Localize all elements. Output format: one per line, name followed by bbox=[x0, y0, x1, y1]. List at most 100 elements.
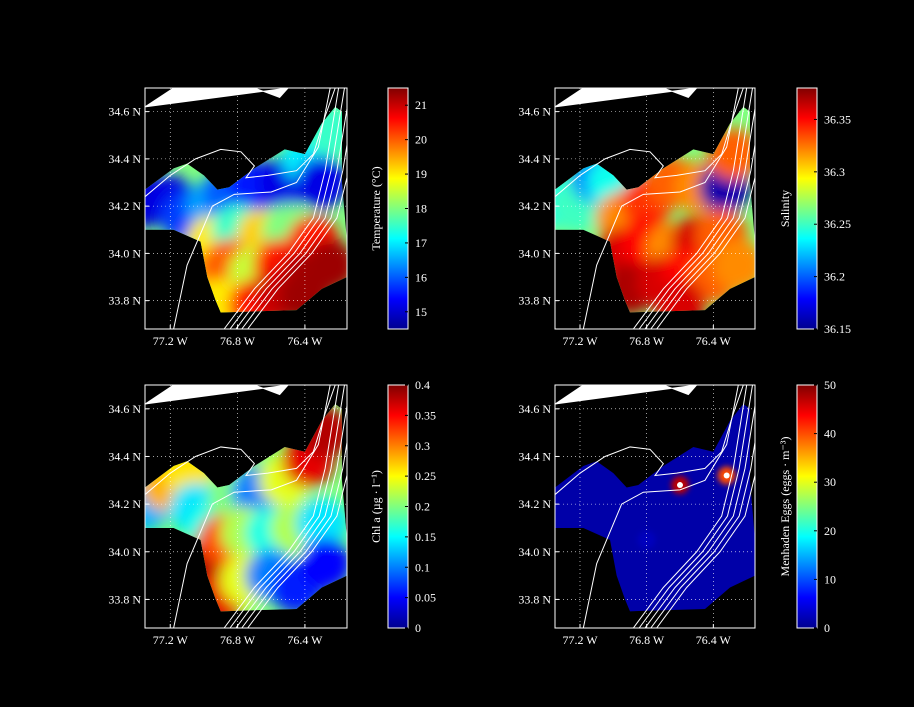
contour-line bbox=[644, 105, 755, 329]
contour-line bbox=[241, 141, 347, 329]
map-panel-2: 34.6 N 34.4 N 34.2 N 34.0 N 33.8 N 77.2 W 76.8… bbox=[518, 87, 851, 348]
map-frame bbox=[554, 87, 756, 330]
contour-line bbox=[632, 385, 748, 628]
contour-line bbox=[173, 385, 331, 628]
lat-tick-label: 34.4 N bbox=[108, 449, 141, 463]
lon-tick-label: 76.4 W bbox=[287, 334, 323, 348]
colorbar-tick-label: 30 bbox=[824, 475, 836, 489]
lat-tick-label: 34.0 N bbox=[518, 545, 551, 559]
colorbar bbox=[796, 384, 818, 629]
contour-line bbox=[656, 473, 755, 628]
colorbar-tick-label: 18 bbox=[415, 202, 427, 216]
contour-line bbox=[241, 439, 347, 628]
contour-line bbox=[632, 88, 748, 329]
lon-tick-label: 77.2 W bbox=[562, 334, 598, 348]
heatmap-field bbox=[555, 404, 755, 612]
lat-tick-label: 33.8 N bbox=[518, 294, 551, 308]
contour-line bbox=[555, 88, 744, 198]
egg-hotspot-core bbox=[723, 472, 730, 479]
field-sample bbox=[654, 279, 706, 313]
contour-line bbox=[145, 385, 336, 495]
field-sample bbox=[278, 269, 331, 313]
lon-tick-label: 77.2 W bbox=[153, 633, 189, 647]
coastline bbox=[145, 88, 289, 108]
coastline bbox=[555, 385, 698, 405]
field-sample bbox=[295, 497, 347, 550]
contour-line bbox=[582, 385, 739, 628]
lat-tick-label: 34.4 N bbox=[518, 152, 551, 166]
grid bbox=[555, 88, 755, 329]
contour-line bbox=[247, 473, 347, 628]
colorbar-tick-label: 0.1 bbox=[415, 560, 430, 574]
lat-tick-label: 34.2 N bbox=[108, 497, 141, 511]
colorbar-tick-label: 0.05 bbox=[415, 591, 436, 605]
lat-tick-label: 34.6 N bbox=[518, 402, 551, 416]
colorbar-tick-label: 0 bbox=[415, 621, 421, 635]
map-frame bbox=[144, 384, 348, 629]
colorbar-label: Menhaden Eggs (eggs · m⁻³) bbox=[778, 437, 792, 577]
lat-tick-label: 34.4 N bbox=[108, 152, 141, 166]
lon-tick-label: 76.4 W bbox=[696, 633, 732, 647]
colorbar-tick-label: 0.25 bbox=[415, 469, 436, 483]
lon-tick-label: 76.4 W bbox=[696, 334, 732, 348]
colorbar-tick-label: 36.15 bbox=[824, 322, 851, 336]
field-sample bbox=[304, 106, 347, 157]
contour-line bbox=[644, 402, 755, 628]
lat-tick-label: 34.6 N bbox=[108, 402, 141, 416]
lat-tick-label: 34.0 N bbox=[518, 246, 551, 260]
colorbar-tick-label: 0.15 bbox=[415, 530, 436, 544]
lat-tick-label: 34.2 N bbox=[518, 199, 551, 213]
contour-line bbox=[229, 385, 345, 628]
lat-tick-label: 33.8 N bbox=[108, 592, 141, 606]
colorbar-tick-label: 17 bbox=[415, 236, 427, 250]
map-panel-4: 34.6 N 34.4 N 34.2 N 34.0 N 33.8 N 77.2 W 76.8… bbox=[518, 378, 836, 647]
field-sample bbox=[637, 530, 656, 549]
colorbar bbox=[796, 87, 818, 330]
lon-tick-label: 76.8 W bbox=[220, 334, 256, 348]
lat-tick-label: 34.4 N bbox=[518, 449, 551, 463]
colorbar-tick-label: 19 bbox=[415, 167, 427, 181]
lon-tick-label: 76.8 W bbox=[220, 633, 256, 647]
contour-line bbox=[247, 175, 347, 329]
contour-line bbox=[173, 88, 331, 329]
contour-line bbox=[638, 88, 753, 329]
contour-line bbox=[638, 385, 753, 628]
map-frame bbox=[554, 384, 756, 629]
colorbar-label: Salinity bbox=[778, 190, 792, 227]
colorbar-tick-label: 36.2 bbox=[824, 270, 845, 284]
map-panel-3: 34.6 N 34.4 N 34.2 N 34.0 N 33.8 N 77.2 W 76.8… bbox=[108, 378, 436, 647]
contour-line bbox=[235, 105, 347, 329]
lat-tick-label: 33.8 N bbox=[518, 592, 551, 606]
bathymetry-contours bbox=[555, 88, 755, 329]
colorbar-tick-label: 10 bbox=[824, 572, 836, 586]
bathymetry-contours bbox=[145, 385, 347, 628]
contour-line bbox=[582, 88, 739, 329]
egg-hotspot-core bbox=[677, 482, 683, 489]
lon-tick-label: 76.8 W bbox=[629, 633, 665, 647]
lat-tick-label: 34.2 N bbox=[518, 497, 551, 511]
colorbar-tick-label: 50 bbox=[824, 378, 836, 392]
colorbar-tick-label: 0.35 bbox=[415, 408, 436, 422]
colorbar-tick-label: 16 bbox=[415, 270, 427, 284]
lon-tick-label: 77.2 W bbox=[153, 334, 189, 348]
colorbar-tick-label: 36.25 bbox=[824, 217, 851, 231]
coastline bbox=[145, 385, 289, 405]
heatmap-field bbox=[145, 404, 347, 612]
map-panel-1: 34.6 N 34.4 N 34.2 N 34.0 N 33.8 N 77.2 W 76.8… bbox=[108, 87, 427, 348]
colorbar-label: Temperature (°C) bbox=[369, 166, 383, 250]
contour-line bbox=[223, 385, 340, 628]
grid bbox=[145, 385, 347, 628]
colorbar-tick-label: 21 bbox=[415, 98, 427, 112]
lat-tick-label: 34.2 N bbox=[108, 199, 141, 213]
contour-line bbox=[235, 402, 347, 628]
colorbar-tick-label: 36.3 bbox=[824, 165, 845, 179]
colorbar-tick-label: 20 bbox=[824, 524, 836, 538]
coastline bbox=[555, 88, 698, 108]
field-sample bbox=[299, 537, 347, 590]
colorbar-tick-label: 0 bbox=[824, 621, 830, 635]
lon-tick-label: 76.4 W bbox=[287, 633, 323, 647]
bathymetry-contours bbox=[555, 385, 755, 628]
colorbar-tick-label: 0.3 bbox=[415, 439, 430, 453]
contour-line bbox=[229, 88, 345, 329]
colorbar-tick-label: 15 bbox=[415, 305, 427, 319]
